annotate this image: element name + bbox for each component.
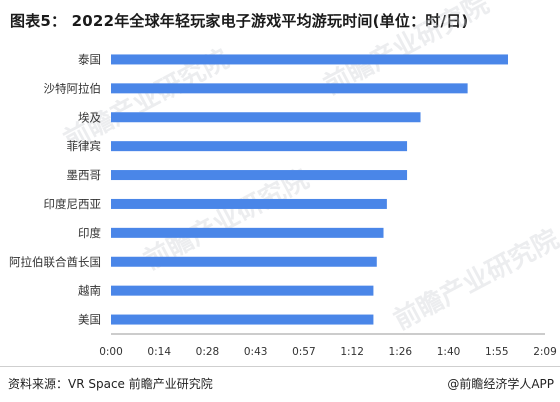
x-tick-label: 2:09 xyxy=(533,346,557,358)
footer: 资料来源：VR Space 前瞻产业研究院 @前瞻经济学人APP xyxy=(0,366,560,400)
bar xyxy=(111,141,408,152)
x-tick-label: 0:57 xyxy=(292,346,316,358)
category-label: 印度 xyxy=(78,226,101,240)
bar xyxy=(111,198,387,209)
x-tick-label: 0:00 xyxy=(99,346,123,358)
source-note: 资料来源：VR Space 前瞻产业研究院 xyxy=(8,377,213,391)
x-tick-label: 1:40 xyxy=(437,346,461,358)
brand-credit: @前瞻经济学人APP xyxy=(447,377,554,391)
x-tick-label: 1:26 xyxy=(389,346,413,358)
bar xyxy=(111,227,384,238)
bar xyxy=(111,112,421,123)
x-tick-label: 0:43 xyxy=(244,346,268,358)
x-tick-label: 1:12 xyxy=(340,346,364,358)
category-label: 印度尼西亚 xyxy=(44,197,102,211)
category-label: 菲律宾 xyxy=(67,139,102,153)
bar xyxy=(111,54,508,65)
bar xyxy=(111,170,408,181)
watermark-text: 前瞻产业研究院 xyxy=(389,223,560,336)
category-label: 泰国 xyxy=(78,52,101,66)
category-label: 美国 xyxy=(78,313,101,327)
category-label: 越南 xyxy=(78,284,101,298)
bar xyxy=(111,285,374,296)
category-label: 阿拉伯联合酋长国 xyxy=(9,255,101,269)
x-tick-label: 0:28 xyxy=(196,346,220,358)
category-label: 埃及 xyxy=(78,110,101,124)
category-label: 沙特阿拉伯 xyxy=(44,81,102,95)
bar xyxy=(111,314,374,325)
chart-title: 图表5： 2022年全球年轻玩家电子游戏平均游玩时间(单位：时/日) xyxy=(10,12,469,30)
x-tick-label: 0:14 xyxy=(147,346,171,358)
x-tick-label: 1:55 xyxy=(485,346,509,358)
category-label: 墨西哥 xyxy=(67,168,102,182)
bar xyxy=(111,83,468,94)
bar xyxy=(111,256,377,267)
